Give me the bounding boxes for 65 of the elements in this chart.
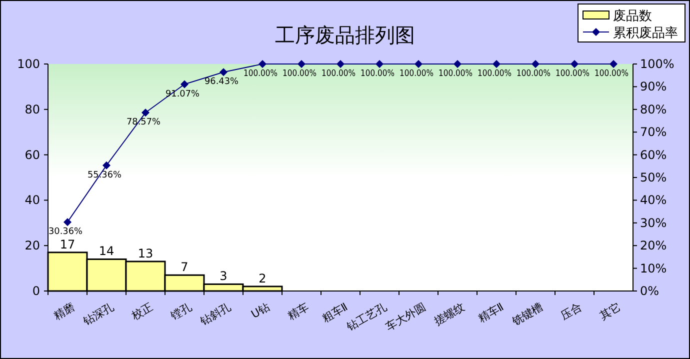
data-label: 3 xyxy=(220,269,228,284)
y2-tick-label: 0% xyxy=(640,284,660,298)
y2-tick-label: 20% xyxy=(640,238,667,253)
y2-tick-label: 30% xyxy=(640,216,667,230)
chart-title: 工序废品排列图 xyxy=(275,23,415,47)
point xyxy=(570,60,578,68)
data-label: 100.00% xyxy=(594,69,635,79)
data-label: 100.00% xyxy=(438,69,479,79)
x-tick-label: 精磨 xyxy=(51,300,77,323)
data-label: 14 xyxy=(98,244,114,258)
data-label: 7 xyxy=(180,260,188,274)
data-label: 100.00% xyxy=(322,69,362,79)
data-label: 100.00% xyxy=(282,69,323,79)
y2-tick-label: 70% xyxy=(640,125,667,140)
y2-tick-label: 50% xyxy=(640,170,667,184)
data-label: 100.00% xyxy=(244,69,284,79)
y2-tick-label: 90% xyxy=(640,80,667,94)
point xyxy=(220,68,228,76)
point xyxy=(376,60,384,68)
y2-tick-label: 10% xyxy=(640,261,667,276)
x-tick-label: 压合 xyxy=(558,300,584,323)
y2-tick-label: 80% xyxy=(640,102,667,116)
x-tick-label: 铣键槽 xyxy=(509,300,545,329)
point xyxy=(142,108,150,117)
y-tick-label: 20 xyxy=(24,238,40,253)
x-tick-label: 精车Ⅱ xyxy=(476,300,506,326)
x-tick-label: U钻 xyxy=(248,300,272,322)
data-label: 13 xyxy=(138,246,154,260)
x-tick-label: 钻斜孔 xyxy=(197,300,233,329)
data-label: 100.00% xyxy=(478,69,518,79)
data-label: 30.36% xyxy=(48,227,83,238)
legend-label: 累积废品率 xyxy=(613,25,678,41)
data-label: 2 xyxy=(258,271,266,286)
y-tick-label: 0 xyxy=(32,284,40,298)
y2-tick-label: 60% xyxy=(640,148,667,162)
x-tick-label: 搓螺纹 xyxy=(432,300,467,328)
y-tick-label: 100 xyxy=(17,57,40,71)
y2-tick-label: 40% xyxy=(640,193,667,208)
point xyxy=(532,60,540,68)
x-tick-label: 钻深孔 xyxy=(80,300,116,329)
data-label: 17 xyxy=(60,237,76,252)
point xyxy=(492,60,500,68)
point xyxy=(336,60,344,68)
x-tick-label: 精车 xyxy=(285,300,311,323)
point xyxy=(180,80,188,88)
x-tick-label: 镗孔 xyxy=(168,300,194,324)
point xyxy=(454,60,462,68)
y-tick-label: 80 xyxy=(24,102,40,116)
legend-label: 废品数 xyxy=(613,9,652,24)
data-label: 100.00% xyxy=(360,69,401,79)
point xyxy=(64,218,72,226)
data-label: 100.00% xyxy=(556,69,596,79)
data-label: 96.43% xyxy=(204,77,239,88)
y2-tick-label: 100% xyxy=(640,57,674,71)
data-label: 100.00% xyxy=(400,69,440,79)
point xyxy=(102,161,110,170)
x-tick-label: 其它 xyxy=(597,300,623,323)
point xyxy=(258,60,266,68)
y-tick-label: 60 xyxy=(24,148,40,162)
point xyxy=(298,60,306,68)
y-tick-label: 40 xyxy=(24,193,40,208)
point xyxy=(610,60,618,68)
x-tick-label: 校正 xyxy=(128,300,155,324)
point xyxy=(414,60,422,68)
data-label: 100.00% xyxy=(516,69,557,79)
